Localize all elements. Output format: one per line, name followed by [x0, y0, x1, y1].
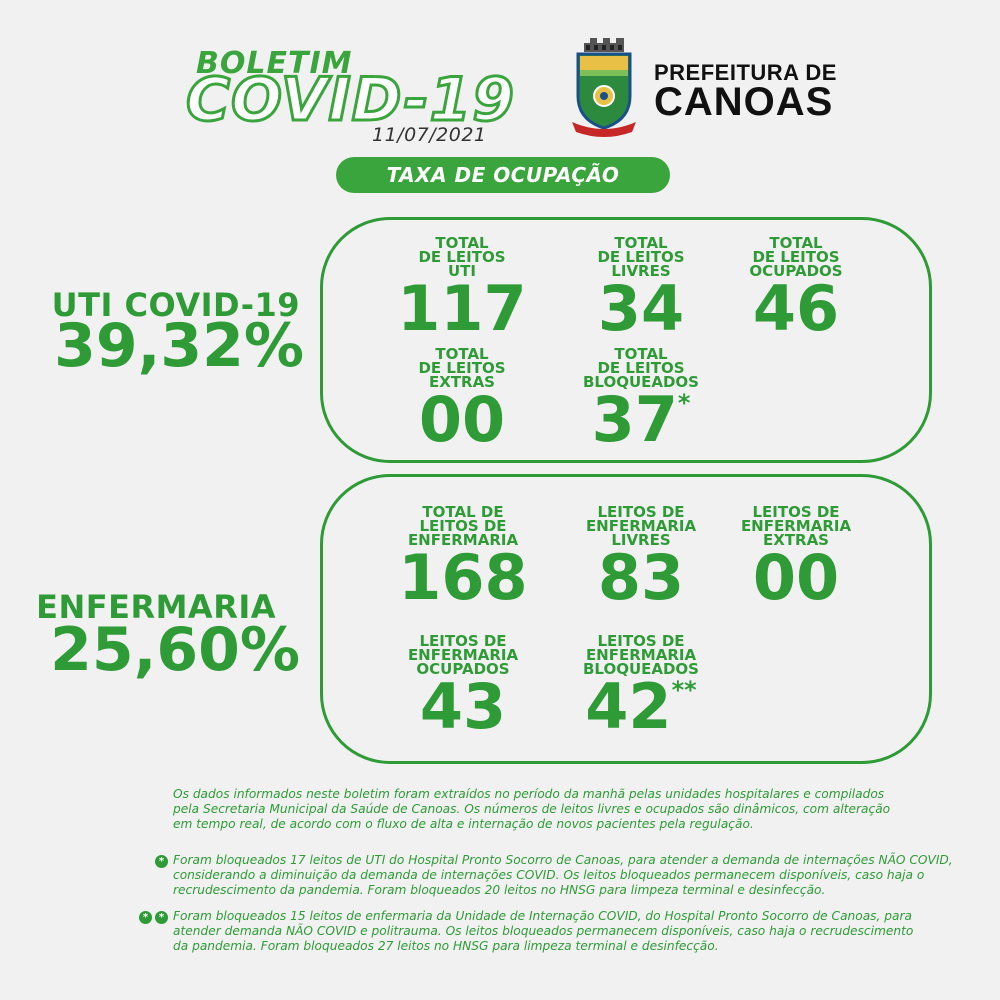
stat-value: 46: [752, 272, 840, 345]
stat-label: TOTAL DE LEITOS UTI: [418, 234, 506, 280]
ward-section-label: ENFERMARIA: [36, 588, 276, 626]
uti-stats-box: [320, 217, 932, 463]
footnote-mark: *: [677, 389, 691, 417]
stat-value: 37: [591, 383, 678, 456]
stat-value: 117: [397, 272, 527, 345]
stat-value: 00: [418, 383, 506, 456]
ward-occupied-beds: LEITOS DE ENFERMARIA OCUPADOS 43: [388, 634, 538, 738]
stat-label: LEITOS DE ENFERMARIA EXTRAS: [740, 503, 852, 549]
ward-stats-box: [320, 474, 932, 764]
uti-free-beds: TOTAL DE LEITOS LIVRES 34: [571, 236, 711, 340]
asterisk-bullet-icon: *: [155, 911, 168, 924]
ward-extra-beds: LEITOS DE ENFERMARIA EXTRAS 00: [721, 505, 871, 609]
canoas-crest-logo: [572, 38, 636, 137]
stat-label: TOTAL DE LEITOS LIVRES: [597, 234, 685, 280]
stat-label: LEITOS DE ENFERMARIA OCUPADOS: [407, 632, 519, 678]
asterisk-bullet-icon: *: [139, 911, 152, 924]
ward-blocked-beds: LEITOS DE ENFERMARIA BLOQUEADOS 42**: [566, 634, 716, 738]
uti-blocked-beds: TOTAL DE LEITOS BLOQUEADOS 37*: [571, 347, 711, 451]
uti-total-beds: TOTAL DE LEITOS UTI 117: [392, 236, 532, 340]
uti-occupancy-percentage: 39,32%: [54, 311, 304, 381]
ward-free-beds: LEITOS DE ENFERMARIA LIVRES 83: [566, 505, 716, 609]
stat-label: TOTAL DE LEITOS EXTRAS: [418, 345, 506, 391]
ward-occupancy-percentage: 25,60%: [50, 615, 300, 685]
bulletin-title: BOLETIM: [196, 46, 353, 81]
covid-title: COVID-19: [185, 65, 516, 135]
city-hall-name-line1: PREFEITURA DE: [654, 60, 837, 85]
stat-label: LEITOS DE ENFERMARIA BLOQUEADOS: [582, 632, 699, 678]
uti-extra-beds: TOTAL DE LEITOS EXTRAS 00: [392, 347, 532, 451]
stat-value: 34: [597, 272, 685, 345]
data-source-note: Os dados informados neste boletim foram …: [173, 787, 891, 831]
stat-value: 43: [419, 670, 507, 743]
stat-label: TOTAL DE LEITOS BLOQUEADOS: [582, 345, 699, 391]
stat-value: 168: [398, 541, 528, 614]
stat-label: LEITOS DE ENFERMARIA LIVRES: [585, 503, 697, 549]
bulletin-date: 11/07/2021: [372, 124, 487, 146]
uti-section-label: UTI COVID-19: [51, 286, 300, 324]
stat-value: 00: [752, 541, 840, 614]
stat-value: 83: [597, 541, 685, 614]
uti-blocked-footnote: Foram bloqueados 17 leitos de UTI do Hos…: [173, 853, 953, 897]
stat-label: TOTAL DE LEITOS OCUPADOS: [749, 234, 843, 280]
occupancy-rate-banner: TAXA DE OCUPAÇÃO: [336, 157, 670, 193]
ward-total-beds: TOTAL DE LEITOS DE ENFERMARIA 168: [388, 505, 538, 609]
city-hall-name-line2: CANOAS: [654, 80, 834, 124]
stat-value: 42: [585, 670, 672, 743]
uti-occupied-beds: TOTAL DE LEITOS OCUPADOS 46: [726, 236, 866, 340]
ward-blocked-footnote: Foram bloqueados 15 leitos de enfermaria…: [173, 909, 914, 953]
footnote-mark: **: [671, 676, 697, 704]
stat-label: TOTAL DE LEITOS DE ENFERMARIA: [407, 503, 519, 549]
asterisk-bullet-icon: *: [155, 855, 168, 868]
